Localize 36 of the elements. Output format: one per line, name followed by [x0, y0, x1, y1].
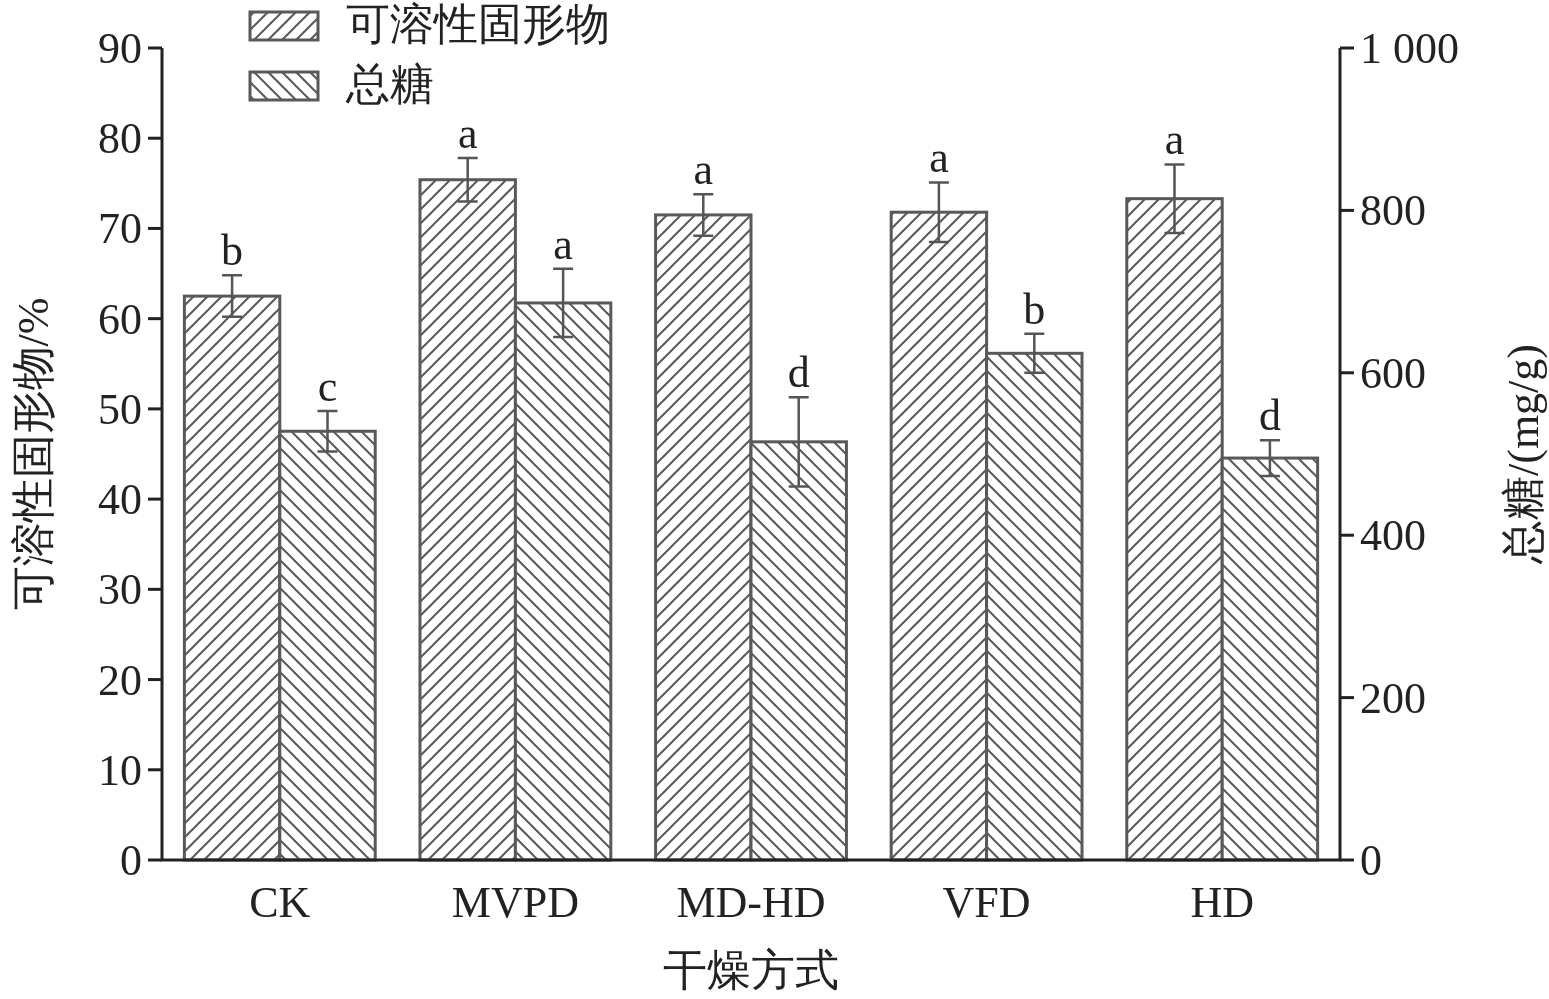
y-tick-label: 30 [98, 565, 142, 615]
y-tick-label: 20 [98, 655, 142, 705]
y2-tick-label: 0 [1360, 836, 1382, 885]
y-tick-label: 80 [98, 114, 142, 164]
data-label: d [787, 348, 810, 398]
y-tick-label: 40 [98, 475, 142, 525]
y2-axis-title: 总糖/(mg/g) [1499, 344, 1548, 565]
y-tick-label: 0 [120, 836, 142, 885]
data-label: b [221, 226, 244, 276]
x-axis-title: 干燥方式 [663, 946, 839, 995]
data-label: a [553, 219, 573, 269]
y2-tick-label: 200 [1360, 673, 1426, 723]
y2-tick-label: 600 [1360, 348, 1426, 398]
y-axis-title: 可溶性固形物/% [9, 297, 58, 611]
y2-tick-label: 400 [1360, 511, 1426, 561]
legend-label: 总糖 [345, 60, 434, 109]
y-tick-label: 90 [98, 24, 142, 73]
x-tick-label: VFD [942, 878, 1031, 927]
data-label: d [1258, 391, 1281, 441]
y2-tick-label: 1 000 [1360, 24, 1459, 73]
data-label: c [317, 361, 338, 411]
y-tick-label: 60 [98, 294, 142, 344]
x-tick-label: MD-HD [676, 878, 826, 927]
legend-label: 可溶性固形物 [346, 0, 610, 49]
data-label: a [457, 109, 478, 159]
y2-tick-label: 800 [1360, 186, 1426, 236]
data-label: a [1164, 115, 1185, 165]
y-tick-label: 70 [98, 204, 142, 254]
x-tick-label: CK [249, 878, 311, 927]
y-tick-label: 10 [98, 745, 142, 795]
data-label: a [929, 133, 949, 183]
x-tick-label: HD [1190, 878, 1254, 927]
data-label: b [1023, 284, 1046, 334]
y-tick-label: 50 [98, 384, 142, 434]
x-tick-label: MVPD [451, 878, 579, 927]
data-label: a [693, 145, 714, 195]
